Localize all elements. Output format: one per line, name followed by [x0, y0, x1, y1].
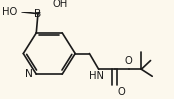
- Text: HO: HO: [2, 7, 17, 17]
- Text: N: N: [25, 69, 33, 79]
- Text: B: B: [34, 9, 42, 19]
- Text: O: O: [125, 56, 133, 66]
- Text: HN: HN: [89, 71, 104, 81]
- Text: OH: OH: [53, 0, 68, 9]
- Text: O: O: [118, 87, 125, 97]
